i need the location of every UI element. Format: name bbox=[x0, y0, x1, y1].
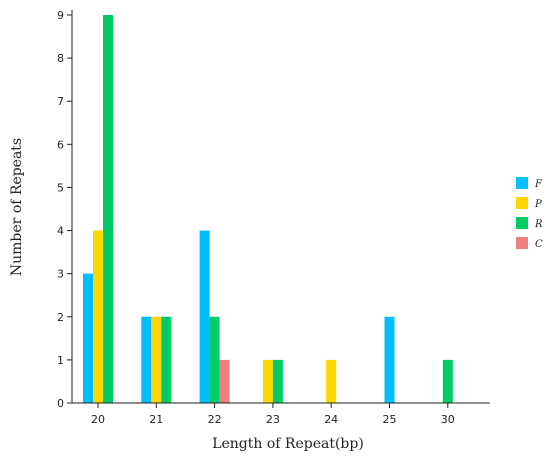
legend-label-r: R bbox=[534, 219, 543, 230]
y-tick-label: 6 bbox=[57, 138, 64, 151]
y-tick-label: 1 bbox=[57, 354, 64, 367]
legend-swatch-f bbox=[516, 177, 528, 189]
y-tick-label: 8 bbox=[57, 52, 64, 65]
y-tick-label: 5 bbox=[57, 181, 64, 194]
legend-swatch-p bbox=[516, 197, 528, 209]
bar-f-21 bbox=[141, 316, 152, 403]
x-tick-label: 30 bbox=[441, 413, 455, 426]
y-axis-ticks: 0 1 2 3 4 5 6 7 8 9 bbox=[57, 9, 72, 410]
bars bbox=[83, 15, 453, 403]
y-tick-label: 7 bbox=[57, 95, 64, 108]
bar-p-21 bbox=[151, 316, 162, 403]
x-tick-label: 25 bbox=[383, 413, 397, 426]
y-tick-label: 4 bbox=[57, 225, 64, 238]
x-tick-label: 20 bbox=[91, 413, 105, 426]
bar-p-20 bbox=[93, 230, 103, 403]
x-tick-label: 22 bbox=[208, 413, 222, 426]
legend-label-f: F bbox=[534, 179, 543, 190]
legend-swatch-c bbox=[516, 237, 528, 249]
legend-label-c: C bbox=[535, 239, 543, 250]
y-tick-label: 0 bbox=[57, 397, 64, 410]
x-axis-ticks: 20 21 22 23 24 25 30 bbox=[91, 403, 455, 426]
bar-f-25 bbox=[384, 316, 395, 403]
bar-r-22 bbox=[209, 316, 220, 403]
bar-r-21 bbox=[161, 316, 172, 403]
y-tick-label: 3 bbox=[57, 268, 64, 281]
bar-r-20 bbox=[103, 15, 113, 403]
bar-r-30 bbox=[442, 359, 453, 403]
x-tick-label: 24 bbox=[324, 413, 338, 426]
bar-f-20 bbox=[83, 273, 93, 403]
bar-r-23 bbox=[272, 359, 283, 403]
x-axis-title: Length of Repeat(bp) bbox=[212, 436, 364, 452]
legend-label-p: P bbox=[534, 199, 542, 210]
y-tick-label: 2 bbox=[57, 311, 64, 324]
bar-c-22 bbox=[219, 359, 230, 403]
bar-f-22 bbox=[199, 230, 210, 403]
x-tick-label: 21 bbox=[149, 413, 163, 426]
bar-p-24 bbox=[326, 359, 337, 403]
x-tick-label: 23 bbox=[266, 413, 280, 426]
legend-swatch-r bbox=[516, 217, 528, 229]
bar-p-23 bbox=[262, 359, 273, 403]
y-tick-label: 9 bbox=[57, 9, 64, 22]
y-axis-title: Number of Repeats bbox=[9, 138, 25, 276]
